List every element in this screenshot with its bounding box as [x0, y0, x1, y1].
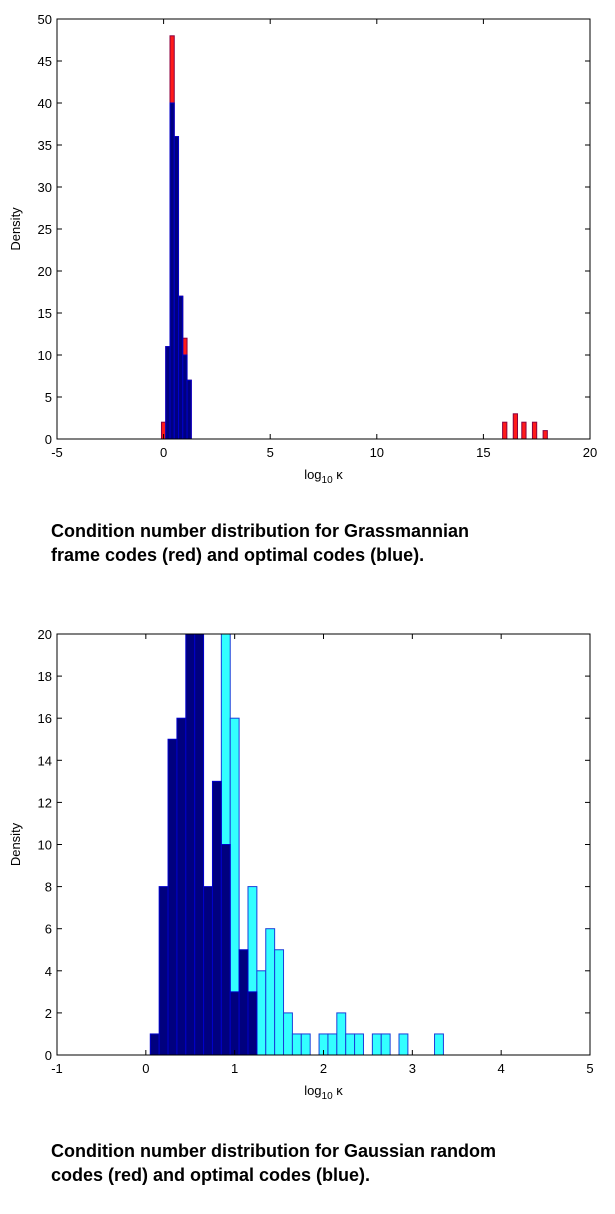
y-axis-label: Density	[8, 207, 23, 251]
x-tick-label: -1	[51, 1061, 63, 1076]
x-tick-label: 10	[370, 445, 384, 460]
x-tick-label: 15	[476, 445, 490, 460]
x-tick-label: -5	[51, 445, 63, 460]
histogram-bar	[300, 1033, 311, 1056]
histogram-bar	[398, 1033, 409, 1056]
y-tick-label: 25	[38, 222, 52, 237]
x-axis-label: log10 κ	[304, 467, 343, 486]
histogram-bar	[149, 1033, 160, 1056]
caption-line: frame codes (red) and optimal codes (blu…	[51, 545, 425, 565]
histogram-bar	[354, 1033, 364, 1056]
histogram-bar	[185, 633, 196, 1056]
histogram-bar	[176, 717, 187, 1056]
histogram-bar	[178, 295, 184, 440]
figure-gaussian: -1 0 1 2 3 4 5 0 2 4 6 8 10 12 14 16 18 20 log10 κ Density	[0, 612, 615, 1112]
x-tick-label: 4	[498, 1061, 505, 1076]
y-tick-label: 0	[45, 1048, 52, 1063]
histogram-bar	[531, 421, 538, 440]
caption-line: Condition number distribution for Grassm…	[51, 521, 470, 541]
histogram-bar	[256, 970, 267, 1056]
y-tick-label: 4	[45, 964, 52, 979]
histogram-bar	[327, 1033, 338, 1056]
histogram-bar	[380, 1033, 391, 1056]
x-tick-label: 5	[267, 445, 274, 460]
y-tick-label: 0	[45, 432, 52, 447]
histogram-bar	[512, 413, 519, 440]
histogram-bar	[182, 354, 188, 440]
y-tick-label: 50	[38, 12, 52, 27]
histogram-bar	[203, 886, 213, 1056]
x-axis-label: log10 κ	[304, 1083, 343, 1102]
y-tick-label: 20	[38, 264, 52, 279]
y-tick-label: 12	[38, 795, 52, 810]
y-tick-label: 30	[38, 180, 52, 195]
histogram-bar	[345, 1033, 356, 1056]
y-tick-label: 10	[38, 348, 52, 363]
histogram-bar	[502, 421, 508, 440]
histogram-bar	[542, 430, 548, 440]
histogram-bar	[158, 886, 169, 1056]
histogram-bar	[274, 949, 285, 1056]
histogram-bar	[238, 949, 249, 1056]
y-tick-label: 20	[38, 627, 52, 642]
x-tick-label: 5	[586, 1061, 593, 1076]
y-tick-label: 5	[45, 390, 52, 405]
y-tick-label: 45	[38, 54, 52, 69]
caption-grassmannian: Condition number distribution for Grassm…	[51, 519, 611, 567]
histogram-bar	[283, 1012, 293, 1056]
axes-frame	[56, 18, 591, 440]
histogram-bar	[220, 844, 231, 1056]
y-tick-label: 35	[38, 138, 52, 153]
figure-grassmannian: -5 0 5 10 15 20 0 5 10 15 20 25 30 35 40 45 50 log10 κ Den…	[0, 0, 615, 500]
caption-line: Condition number distribution for Gaussi…	[51, 1141, 496, 1161]
y-tick-label: 10	[38, 838, 52, 853]
histogram-bar	[336, 1012, 347, 1056]
axes-frame	[56, 633, 591, 1056]
y-tick-label: 14	[38, 753, 52, 768]
histogram-bar	[194, 633, 205, 1056]
x-tick-label: 20	[583, 445, 597, 460]
y-tick-label: 2	[45, 1006, 52, 1021]
histogram-bar	[211, 780, 222, 1056]
caption-line: codes (red) and optimal codes (blue).	[51, 1165, 371, 1185]
y-tick-label: 16	[38, 711, 52, 726]
histogram-bar	[165, 346, 171, 440]
y-tick-label: 18	[38, 669, 52, 684]
x-tick-label: 2	[320, 1061, 327, 1076]
histogram-bar	[247, 991, 258, 1056]
histogram-bar	[167, 738, 178, 1056]
histogram-bar	[371, 1033, 382, 1056]
y-tick-label: 15	[38, 306, 52, 321]
x-tick-label: 1	[231, 1061, 238, 1076]
histogram-bar	[169, 102, 175, 440]
histogram-bar	[229, 991, 240, 1056]
histogram-bar	[186, 379, 192, 440]
histogram-bar	[434, 1033, 444, 1056]
histogram-bar	[521, 421, 527, 440]
x-tick-label: 3	[409, 1061, 416, 1076]
y-tick-label: 40	[38, 96, 52, 111]
y-tick-label: 8	[45, 880, 52, 895]
histogram-bar	[173, 136, 180, 440]
x-tick-label: 0	[160, 445, 167, 460]
caption-gaussian: Condition number distribution for Gaussi…	[51, 1139, 611, 1187]
y-axis-label: Density	[8, 822, 23, 866]
histogram-bar	[291, 1033, 302, 1056]
histogram-bar	[265, 928, 276, 1056]
y-tick-label: 6	[45, 922, 52, 937]
x-tick-label: 0	[142, 1061, 149, 1076]
